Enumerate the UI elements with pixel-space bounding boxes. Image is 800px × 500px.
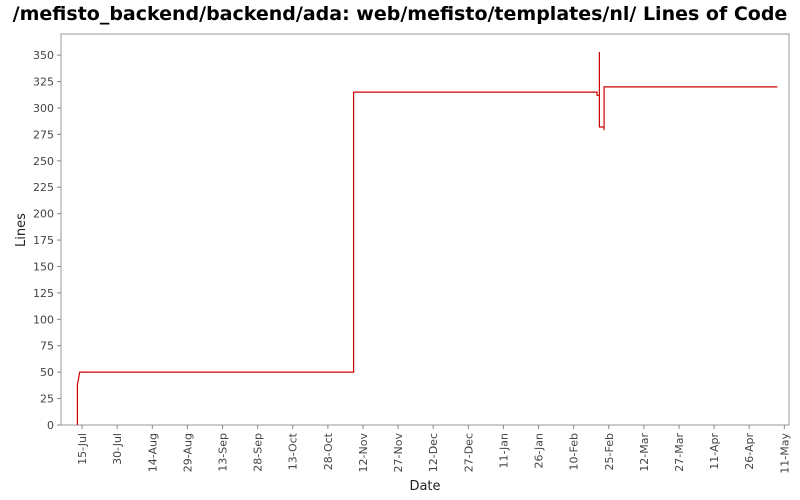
y-tick-label: 150 bbox=[33, 260, 54, 273]
x-tick-label: 25-Feb bbox=[603, 433, 616, 470]
x-tick-label: 27-Nov bbox=[392, 433, 405, 473]
x-tick-label: 10-Feb bbox=[568, 433, 581, 470]
x-tick-label: 27-Mar bbox=[673, 433, 686, 472]
y-tick-label: 250 bbox=[33, 155, 54, 168]
y-axis-title: Lines bbox=[14, 213, 29, 247]
x-tick-label: 13-Oct bbox=[287, 432, 300, 470]
x-tick-label: 11-May bbox=[778, 433, 791, 474]
y-tick-label: 75 bbox=[40, 340, 54, 353]
x-tick-label: 28-Sep bbox=[252, 433, 265, 472]
x-tick-label: 26-Apr bbox=[743, 433, 756, 470]
y-tick-label: 350 bbox=[33, 49, 54, 62]
y-tick-label: 175 bbox=[33, 234, 54, 247]
x-tick-label: 13-Sep bbox=[217, 433, 230, 472]
y-tick-label: 200 bbox=[33, 208, 54, 221]
x-tick-label: 11-Jan bbox=[497, 433, 510, 469]
x-tick-label: 11-Apr bbox=[708, 433, 721, 470]
plot-area bbox=[60, 33, 790, 426]
x-tick-label: 26-Jan bbox=[533, 433, 546, 469]
y-tick-label: 300 bbox=[33, 102, 54, 115]
x-tick-label: 12-Dec bbox=[427, 433, 440, 472]
x-tick-label: 12-Nov bbox=[357, 433, 370, 473]
y-tick-label: 25 bbox=[40, 393, 54, 406]
x-tick-label: 27-Dec bbox=[462, 433, 475, 472]
chart-title: /mefisto_backend/backend/ada: web/mefist… bbox=[12, 3, 788, 25]
y-tick-label: 125 bbox=[33, 287, 54, 300]
x-tick-label: 29-Aug bbox=[181, 433, 194, 472]
x-tick-label: 12-Mar bbox=[638, 433, 651, 472]
y-tick-label: 100 bbox=[33, 313, 54, 326]
y-tick-label: 225 bbox=[33, 181, 54, 194]
y-tick-label: 50 bbox=[40, 366, 54, 379]
x-tick-label: 30-Jul bbox=[111, 433, 124, 465]
x-tick-label: 14-Aug bbox=[146, 433, 159, 472]
x-axis-title: Date bbox=[409, 479, 440, 494]
x-tick-label: 28-Oct bbox=[322, 432, 335, 470]
y-tick-label: 0 bbox=[47, 419, 54, 432]
y-tick-label: 325 bbox=[33, 76, 54, 89]
y-tick-label: 275 bbox=[33, 128, 54, 141]
series-line bbox=[76, 51, 778, 425]
x-tick-label: 15-Jul bbox=[76, 433, 89, 465]
